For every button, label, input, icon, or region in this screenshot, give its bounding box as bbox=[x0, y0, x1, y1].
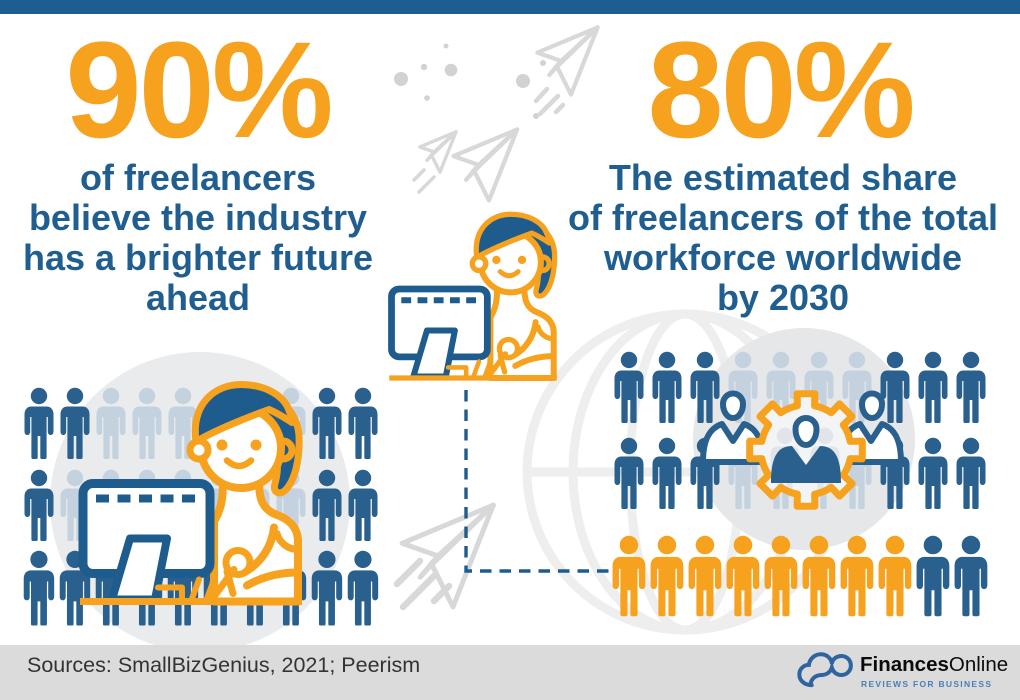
svg-text:FinancesOnline: FinancesOnline bbox=[860, 653, 1008, 676]
svg-text:REVIEWS FOR BUSINESS: REVIEWS FOR BUSINESS bbox=[861, 679, 992, 689]
